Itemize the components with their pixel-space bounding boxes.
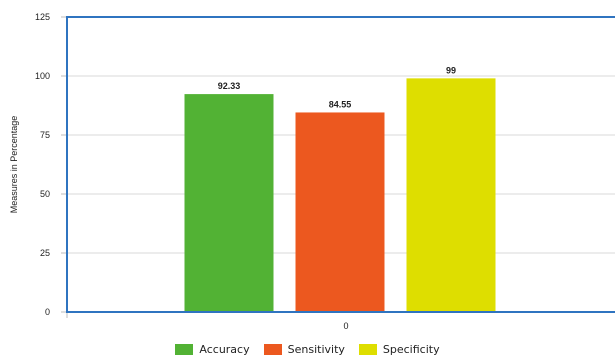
data-label-sensitivity: 84.55 xyxy=(329,99,352,109)
y-tick-label: 100 xyxy=(35,71,50,81)
y-tick-label: 75 xyxy=(40,130,50,140)
legend-item-sensitivity[interactable]: Sensitivity xyxy=(263,343,345,356)
y-tick-label: 50 xyxy=(40,189,50,199)
x-tick-label: 0 xyxy=(343,321,348,331)
legend-label-accuracy: Accuracy xyxy=(199,343,250,356)
bar-specificity xyxy=(406,78,496,312)
bar-accuracy xyxy=(184,94,274,312)
legend-swatch-sensitivity xyxy=(263,344,282,355)
plot-border xyxy=(66,16,615,313)
legend-item-accuracy[interactable]: Accuracy xyxy=(175,343,250,356)
legend-label-specificity: Specificity xyxy=(382,343,440,356)
bar-chart: 92.33 84.55 99 0 25 50 75 100 125 0 Measures in… xyxy=(9,12,615,331)
data-labels: 92.33 84.55 99 xyxy=(218,65,456,109)
legend-label-sensitivity: Sensitivity xyxy=(287,343,345,356)
legend: Accuracy Sensitivity Specificity xyxy=(0,343,615,356)
y-tick-label: 0 xyxy=(45,307,50,317)
legend-swatch-accuracy xyxy=(175,344,194,355)
bars xyxy=(184,78,496,312)
y-tick-label: 25 xyxy=(40,248,50,258)
y-tick-label: 125 xyxy=(35,12,50,22)
legend-swatch-specificity xyxy=(358,344,377,355)
bar-sensitivity xyxy=(295,112,385,312)
legend-item-specificity[interactable]: Specificity xyxy=(358,343,440,356)
data-label-accuracy: 92.33 xyxy=(218,81,241,91)
data-label-specificity: 99 xyxy=(446,65,456,75)
y-axis-title: Measures in Percentage xyxy=(9,116,19,214)
y-axis-ticks: 0 25 50 75 100 125 xyxy=(35,12,68,318)
